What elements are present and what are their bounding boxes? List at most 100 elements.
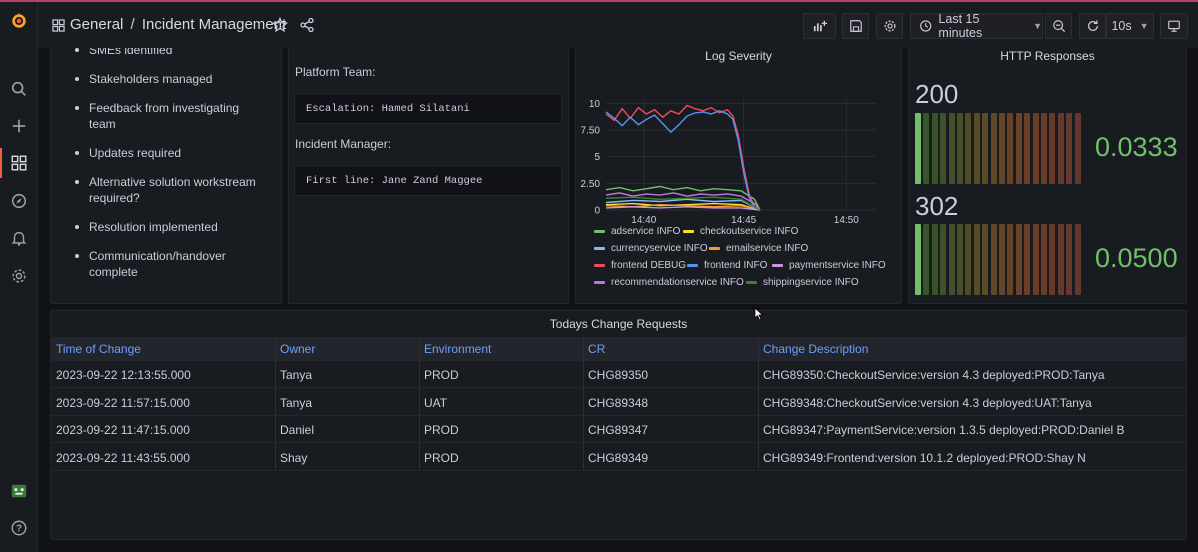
plus-icon[interactable] — [0, 111, 38, 141]
legend-item[interactable]: frontend INFO — [687, 260, 767, 271]
legend-label: recommendationservice INFO — [611, 277, 744, 288]
dashboard-settings-button[interactable] — [876, 13, 903, 39]
y-tick-label: 2.50 — [581, 179, 601, 190]
table-row[interactable]: 2023-09-22 11:47:15.000 Daniel PROD CHG8934… — [51, 416, 1186, 443]
alerting-icon[interactable] — [0, 223, 38, 253]
legend-item[interactable]: emailservice INFO — [709, 243, 808, 254]
svg-text:?: ? — [16, 524, 22, 535]
log-severity-panel: Log Severity 0 2.50 5 7.50 10 14:40 14:45 14:50… — [575, 48, 902, 304]
column-header-environment[interactable]: Environment — [424, 342, 492, 356]
bar-gauge-200 — [915, 113, 1083, 184]
series-line — [605, 104, 761, 211]
legend-swatch — [687, 264, 698, 267]
incident-checklist-panel: SMEs identified Stakeholders managed Feedb… — [50, 48, 282, 304]
table-row[interactable]: 2023-09-22 12:13:55.000 Tanya PROD CHG89350… — [51, 361, 1186, 388]
cell-cr: CHG89347 — [588, 423, 649, 437]
legend-item[interactable]: currencyservice INFO — [594, 243, 708, 254]
legend-item[interactable]: shippingservice INFO — [746, 277, 859, 288]
gauge-cell — [999, 224, 1005, 295]
help-icon[interactable]: ? — [0, 513, 38, 543]
series-line — [605, 202, 761, 211]
gauge-cell — [923, 224, 930, 295]
gauge-cell — [1066, 113, 1073, 184]
dashboard-title[interactable]: Incident Management — [141, 16, 287, 33]
column-header-owner[interactable]: Owner — [280, 342, 316, 356]
cell-environment: PROD — [424, 450, 459, 465]
add-panel-button[interactable] — [803, 13, 836, 39]
legend-label: frontend DEBUG — [611, 260, 687, 271]
save-dashboard-button[interactable] — [842, 13, 869, 39]
top-accent-bar — [0, 0, 1198, 2]
gauge-cell — [1074, 113, 1081, 184]
legend-swatch — [683, 230, 694, 233]
y-tick-label: 10 — [589, 99, 601, 110]
breadcrumb-folder[interactable]: General — [70, 16, 124, 33]
y-tick-label: 5 — [594, 152, 600, 163]
cell-environment: PROD — [424, 423, 459, 437]
column-header-cr[interactable]: CR — [588, 342, 606, 356]
legend-swatch — [594, 281, 605, 284]
legend-item[interactable]: frontend DEBUG — [594, 260, 686, 271]
star-icon[interactable] — [272, 17, 288, 33]
legend-swatch — [594, 230, 605, 233]
dashboard-toolbar: General / Incident Management Last 15 mi… — [38, 2, 1198, 48]
breadcrumb-separator: / — [130, 16, 135, 33]
explore-icon[interactable] — [0, 186, 38, 216]
panel-title: HTTP Responses — [1000, 49, 1095, 63]
tv-mode-button[interactable] — [1160, 13, 1188, 39]
refresh-interval-picker[interactable]: 10s ▼ — [1106, 13, 1154, 39]
table-row[interactable]: 2023-09-22 11:57:15.000 Tanya UAT CHG89348 C… — [51, 389, 1186, 416]
cell-description: CHG89350:CheckoutService:version 4.3 dep… — [763, 368, 1105, 382]
share-icon[interactable] — [299, 17, 315, 33]
checklist: SMEs identified Stakeholders managed Feedb… — [75, 48, 265, 293]
table-row[interactable]: 2023-09-22 11:43:55.000 Shay PROD CHG89349 C… — [51, 444, 1186, 471]
legend-label: paymentservice INFO — [789, 260, 886, 271]
grafana-logo-icon[interactable] — [0, 6, 38, 36]
save-icon — [849, 20, 862, 32]
checklist-item: Feedback from investigating team — [75, 100, 265, 132]
gauge-cell — [1057, 224, 1064, 295]
column-header-time[interactable]: Time of Change — [56, 342, 141, 356]
gauge-cell — [931, 113, 938, 184]
series-line — [605, 198, 761, 211]
search-icon[interactable] — [0, 74, 38, 104]
cell-time: 2023-09-22 11:57:15.000 — [56, 395, 190, 410]
gauge-cell — [1049, 224, 1056, 295]
gauge-cell — [957, 224, 963, 295]
settings-icon[interactable] — [0, 261, 38, 291]
gear-icon — [884, 20, 895, 32]
zoom-out-button[interactable] — [1045, 13, 1072, 39]
series-line — [605, 110, 761, 211]
legend-label: shippingservice INFO — [763, 277, 859, 288]
contacts-panel: Platform Team: Escalation: Hamed Silatan… — [288, 48, 569, 304]
cell-cr: CHG89350 — [588, 368, 649, 382]
checklist-item: Communication/handover complete — [75, 248, 265, 280]
legend-item[interactable]: checkoutservice INFO — [683, 226, 798, 237]
legend-item[interactable]: recommendationservice INFO — [594, 277, 744, 288]
gauge-cell — [940, 224, 947, 295]
legend-item[interactable]: paymentservice INFO — [772, 260, 886, 271]
gauge-cell — [973, 113, 980, 184]
gauge-cell — [965, 113, 972, 184]
add-panel-icon — [813, 20, 827, 32]
mouse-cursor-icon — [754, 307, 764, 321]
log-severity-chart[interactable]: 0 2.50 5 7.50 10 14:40 14:45 14:50 — [576, 48, 902, 228]
status-value-200: 0.0333 — [1095, 132, 1178, 162]
gauge-cell — [948, 113, 955, 184]
cell-time: 2023-09-22 12:13:55.000 — [56, 368, 191, 382]
refresh-button[interactable] — [1079, 13, 1106, 39]
series-line — [605, 185, 761, 211]
legend-swatch — [772, 264, 783, 267]
gauge-cell — [1049, 113, 1056, 184]
legend-label: checkoutservice INFO — [700, 226, 799, 237]
legend-item[interactable]: adservice INFO — [594, 226, 680, 237]
user-avatar-icon[interactable] — [0, 476, 38, 506]
gauge-cell — [1007, 224, 1014, 295]
column-header-description[interactable]: Change Description — [763, 342, 869, 356]
gauge-cell — [1057, 113, 1064, 184]
cell-environment: UAT — [424, 395, 448, 410]
dashboards-icon[interactable] — [0, 148, 38, 178]
time-range-picker[interactable]: Last 15 minutes ▼ — [910, 12, 1043, 40]
legend-swatch — [594, 247, 605, 250]
status-code-302: 302 — [915, 191, 959, 221]
